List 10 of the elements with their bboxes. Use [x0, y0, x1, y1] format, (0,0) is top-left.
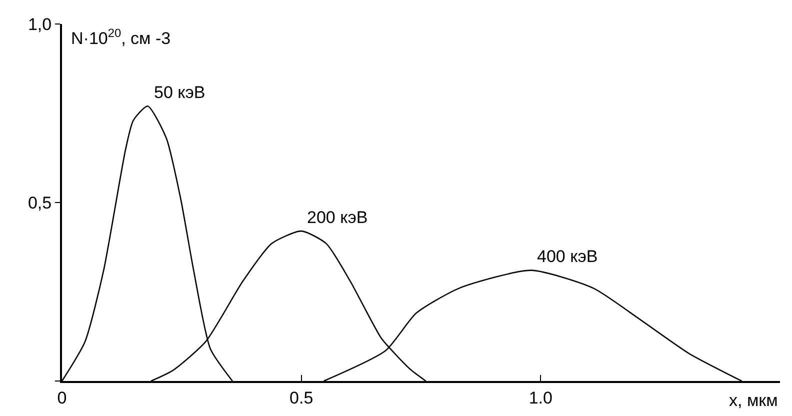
x-tick-label: 1.0	[528, 388, 552, 408]
y-axis-title: N·10$^{20}$, см -3	[71, 26, 171, 48]
y-tick-label: 0,5	[28, 193, 52, 212]
x-tick-label: 0.5	[290, 388, 314, 408]
series-label: 200 кэВ	[307, 208, 368, 227]
y-tick-label: 1,0	[28, 14, 52, 34]
x-axis-title: x, мкм	[729, 391, 778, 410]
x-tick-label: 0	[57, 388, 67, 408]
series-label: 50 кэВ	[154, 83, 206, 102]
series-label: 400 кэВ	[537, 247, 598, 266]
